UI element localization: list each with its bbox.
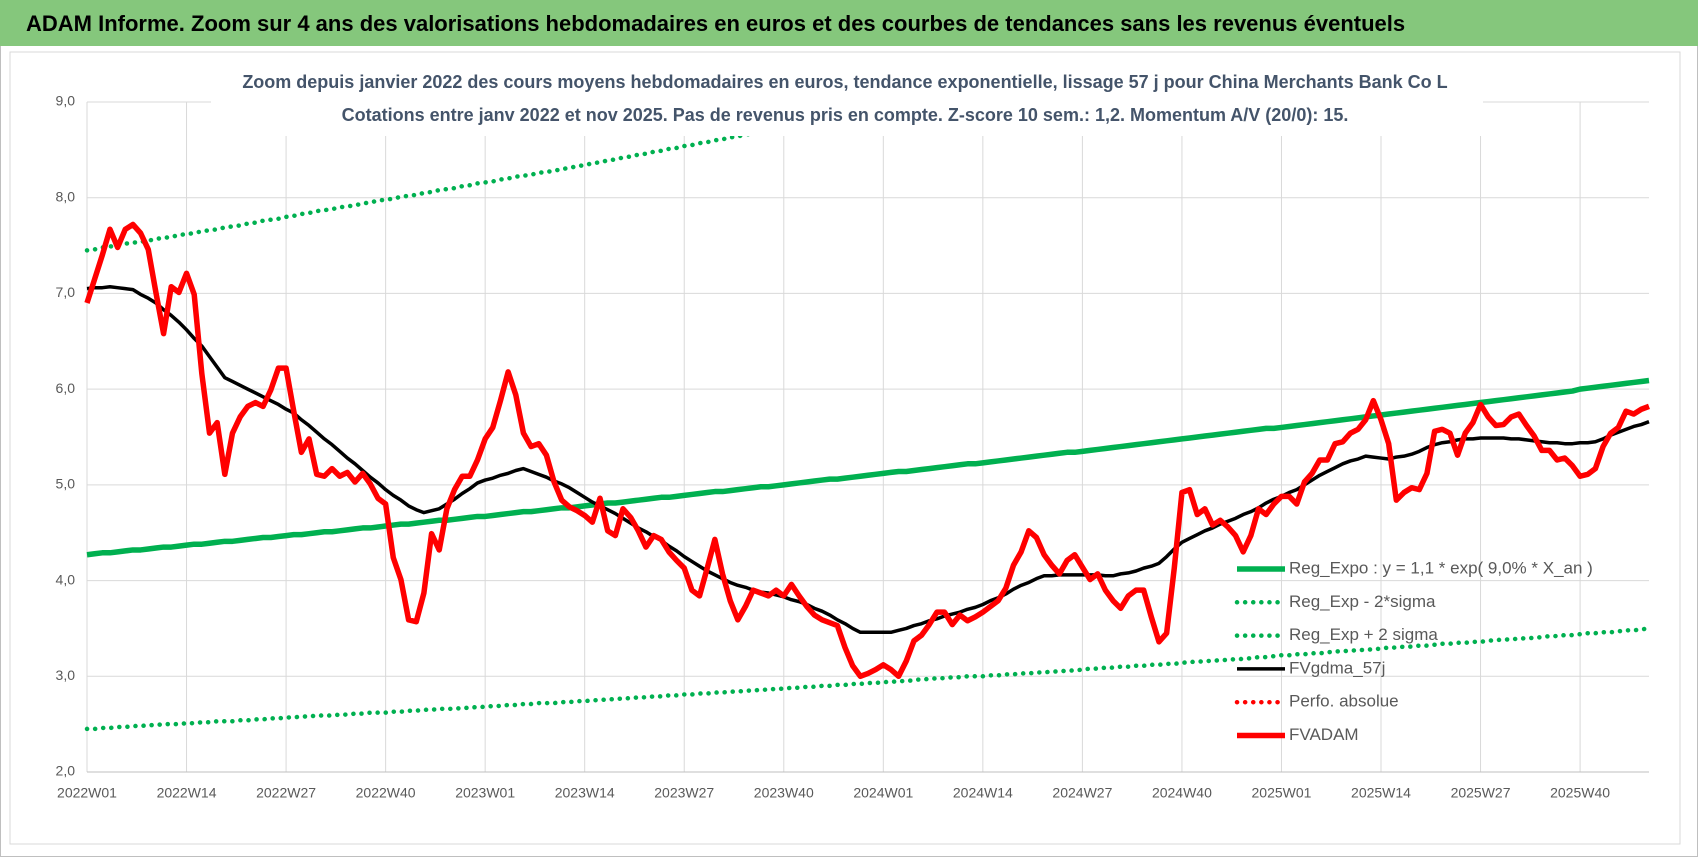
x-tick-label: 2023W14 (555, 785, 615, 801)
y-tick-label: 2,0 (56, 763, 76, 779)
x-tick-label: 2025W40 (1550, 785, 1610, 801)
title-box (211, 64, 1483, 136)
legend-label: Reg_Exp - 2*sigma (1289, 592, 1436, 611)
y-tick-label: 4,0 (56, 571, 76, 587)
legend-label: FVADAM (1289, 725, 1359, 744)
legend-label: Reg_Expo : y = 1,1 * exp( 9,0% * X_an ) (1289, 558, 1593, 577)
chart-title: Zoom depuis janvier 2022 des cours moyen… (242, 72, 1447, 92)
series-line (84, 626, 1652, 732)
series-line (86, 377, 1650, 558)
x-tick-label: 2025W27 (1451, 785, 1511, 801)
y-tick-label: 3,0 (56, 667, 76, 683)
x-tick-label: 2024W01 (853, 785, 913, 801)
chart-frame (9, 51, 1681, 845)
x-tick-label: 2025W01 (1252, 785, 1312, 801)
x-tick-label: 2022W14 (157, 785, 217, 801)
chart-subtitle: Cotations entre janv 2022 et nov 2025. P… (342, 105, 1349, 125)
x-tick-label: 2024W40 (1152, 785, 1212, 801)
x-tick-label: 2024W14 (953, 785, 1013, 801)
x-tick-label: 2022W01 (57, 785, 117, 801)
header-bar (0, 0, 1698, 46)
x-tick-label: 2022W40 (356, 785, 416, 801)
y-tick-label: 9,0 (56, 93, 76, 109)
plot: 2,0 3,0 4,0 5,0 6,0 7,0 8,0 9,0 2022W01 2022W14 20… (56, 64, 1652, 801)
y-tick-label: 8,0 (56, 188, 76, 204)
x-tick-label: 2025W14 (1351, 785, 1411, 801)
x-tick-label: 2024W27 (1052, 785, 1112, 801)
legend-label: Perfo. absolue (1289, 692, 1399, 711)
legend-label: FVgdma_57j (1289, 658, 1385, 677)
header-title: ADAM Informe. Zoom sur 4 ans des valoris… (26, 11, 1405, 36)
series-line (84, 221, 1650, 680)
y-tick-label: 5,0 (56, 476, 76, 492)
legend-label: Reg_Exp + 2 sigma (1289, 625, 1438, 644)
x-tick-label: 2023W01 (455, 785, 515, 801)
y-tick-label: 6,0 (56, 380, 76, 396)
y-tick-label: 7,0 (56, 284, 76, 300)
x-tick-label: 2022W27 (256, 785, 316, 801)
x-tick-label: 2023W27 (654, 785, 714, 801)
x-tick-label: 2023W40 (754, 785, 814, 801)
